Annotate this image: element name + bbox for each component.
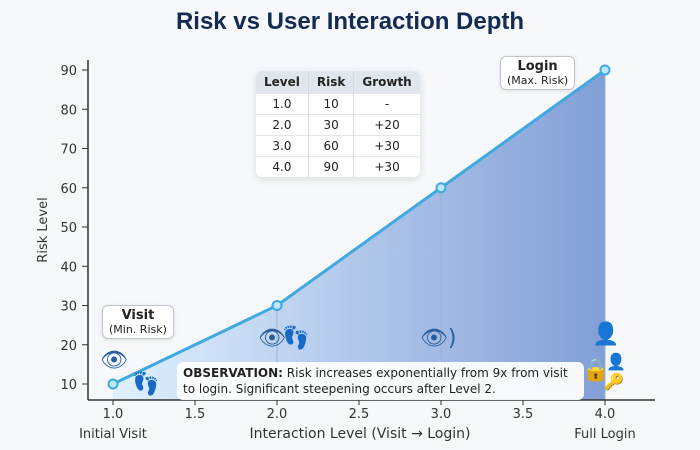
visit-callout: Visit (Min. Risk) — [102, 305, 174, 339]
table-cell: - — [353, 93, 420, 115]
table-row: 1.0 10- — [256, 93, 420, 115]
table-cell: 2.0 — [256, 114, 309, 136]
y-tick-label: 30 — [60, 300, 77, 315]
series-line — [112, 68, 606, 386]
y-tick-label: 40 — [60, 260, 77, 275]
table-header: Level — [256, 71, 309, 94]
lock-icon: 🔒 — [582, 358, 610, 383]
data-point — [599, 64, 611, 76]
y-axis-label: Risk Level — [36, 197, 51, 262]
table-cell: 60 — [307, 135, 354, 157]
table-cell: 3.0 — [256, 135, 309, 157]
visit-title: Visit — [121, 308, 155, 323]
table-header: Growth — [353, 71, 420, 94]
table-header: Risk — [307, 71, 354, 94]
data-point — [107, 378, 119, 390]
table-cell: 4.0 — [256, 156, 309, 177]
observation-label: OBSERVATION: — [183, 366, 283, 380]
data-point — [271, 300, 283, 311]
visit-sub: (Min. Risk) — [109, 323, 167, 336]
table-cell: 10 — [307, 93, 354, 115]
x-start-label: Initial Visit — [79, 427, 147, 442]
y-tick-label: 70 — [60, 143, 77, 158]
x-axis-label: Interaction Level (Visit → Login) — [250, 426, 471, 442]
chart-title: Risk vs User Interaction Depth — [175, 8, 525, 35]
user-icon: 👤 — [592, 322, 620, 347]
x-tick-label: 1.5 — [185, 407, 206, 422]
footprint-icon: 👣 — [282, 326, 310, 351]
table-cell: 30 — [307, 114, 354, 136]
table-row: 4.0 90 +30 — [256, 156, 420, 177]
key-icon: 🔑 — [604, 372, 624, 391]
table-row: 3.0 60 +30 — [256, 135, 420, 157]
eye-icon: 👁 — [100, 348, 128, 373]
data-point — [435, 182, 447, 194]
observation-text: Risk increases exponentially from 9x fro… — [183, 366, 568, 396]
x-tick-label: 4.0 — [595, 407, 616, 422]
table-cell: +20 — [353, 114, 420, 136]
login-title: Login — [517, 59, 558, 74]
area-fill — [113, 70, 605, 400]
observation-box: OBSERVATION: Risk increases exponentiall… — [177, 362, 584, 400]
x-tick-label: 3.0 — [431, 407, 452, 422]
y-tick-label: 20 — [60, 339, 77, 354]
table-row: 2.0 30 +20 — [256, 114, 420, 136]
footprint-icon: 👣 — [132, 372, 160, 397]
table-cell: 90 — [307, 156, 354, 177]
x-tick-label: 2.0 — [267, 407, 288, 422]
y-tick-label: 50 — [60, 221, 77, 236]
login-sub: (Max. Risk) — [507, 74, 569, 87]
login-callout: Login (Max. Risk) — [500, 56, 576, 90]
y-tick-label: 90 — [60, 64, 77, 79]
eye-signal-icon: 👁) — [420, 326, 457, 351]
table-cell: +30 — [353, 135, 420, 157]
x-end-label: Full Login — [574, 427, 635, 442]
y-tick-label: 80 — [60, 103, 77, 118]
x-tick-label: 1.0 — [103, 407, 124, 422]
user-icon: 👤 — [606, 352, 626, 371]
y-tick-label: 10 — [60, 378, 77, 393]
table-cell: 1.0 — [256, 93, 309, 115]
data-table: Level Risk Growth 1.0 10-2.0 30 +20 3.0 60 +30 4.0… — [256, 71, 420, 177]
x-tick-label: 3.5 — [513, 407, 534, 422]
x-tick-label: 2.5 — [349, 407, 370, 422]
eye-icon: 👁 — [258, 326, 286, 351]
table-cell: +30 — [353, 156, 420, 177]
y-tick-label: 60 — [60, 182, 77, 197]
